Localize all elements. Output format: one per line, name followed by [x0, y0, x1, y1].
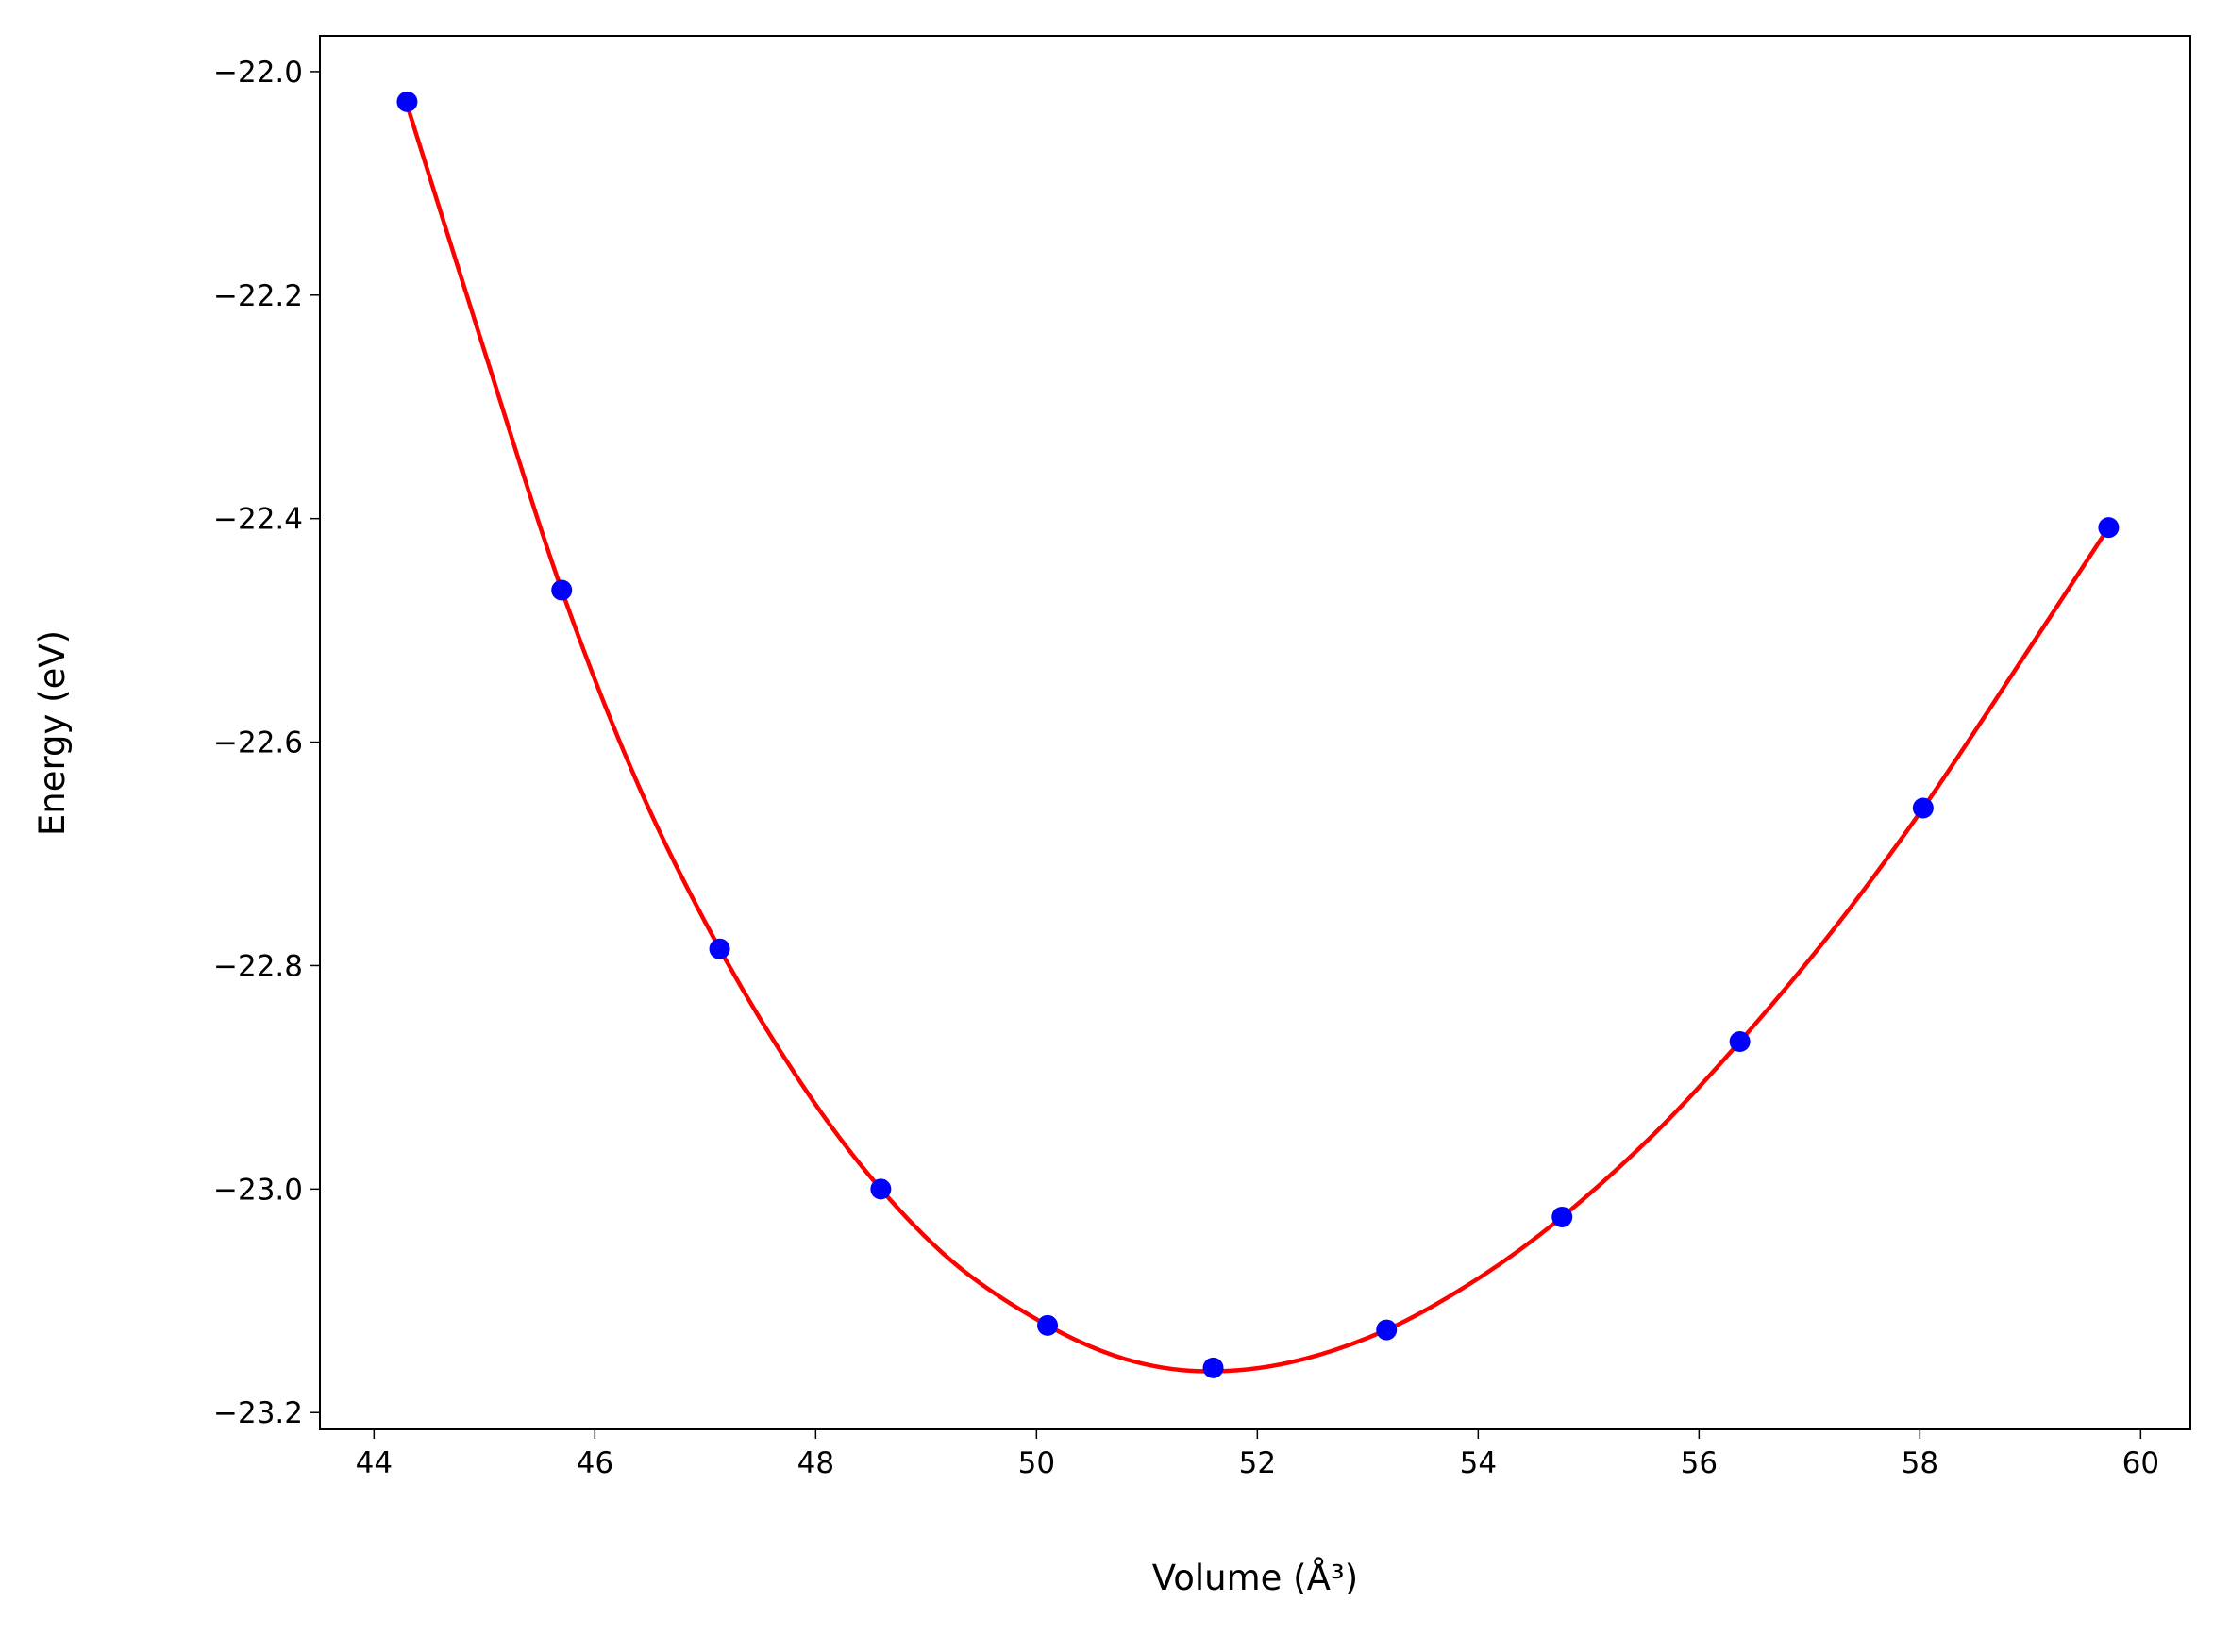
point	[2098, 517, 2120, 539]
y-axis-label: Energy (eV)	[32, 630, 73, 836]
point	[709, 938, 730, 959]
y-tick-label: −22.0	[213, 56, 303, 90]
y-tick-label: −23.0	[213, 1173, 303, 1207]
plot-frame	[319, 35, 2191, 1430]
x-tick-label: 50	[1018, 1446, 1055, 1480]
point	[1912, 797, 1934, 819]
point	[1376, 1319, 1398, 1341]
y-tick-label: −22.2	[213, 279, 303, 313]
x-tick-label: 54	[1460, 1446, 1497, 1480]
point	[1202, 1357, 1224, 1378]
point	[396, 91, 418, 112]
y-tick-label: −23.2	[213, 1396, 303, 1430]
x-tick-label: 46	[577, 1446, 613, 1480]
x-tick-label: 52	[1239, 1446, 1276, 1480]
point	[551, 579, 573, 601]
point	[1551, 1206, 1573, 1227]
x-axis-label: Volume (Å³)	[1152, 1557, 1358, 1598]
point	[1037, 1314, 1059, 1336]
x-tick-label: 58	[1902, 1446, 1938, 1480]
point	[870, 1178, 892, 1200]
x-tick-label: 56	[1681, 1446, 1718, 1480]
point	[1729, 1030, 1751, 1052]
x-tick-label: 48	[797, 1446, 834, 1480]
y-tick-label: −22.8	[213, 949, 303, 983]
x-tick-label: 60	[2122, 1446, 2159, 1480]
y-tick-label: −22.4	[213, 503, 303, 537]
y-tick-label: −22.6	[213, 726, 303, 760]
x-tick-label: 44	[356, 1446, 393, 1480]
fit-line	[405, 104, 2111, 1374]
